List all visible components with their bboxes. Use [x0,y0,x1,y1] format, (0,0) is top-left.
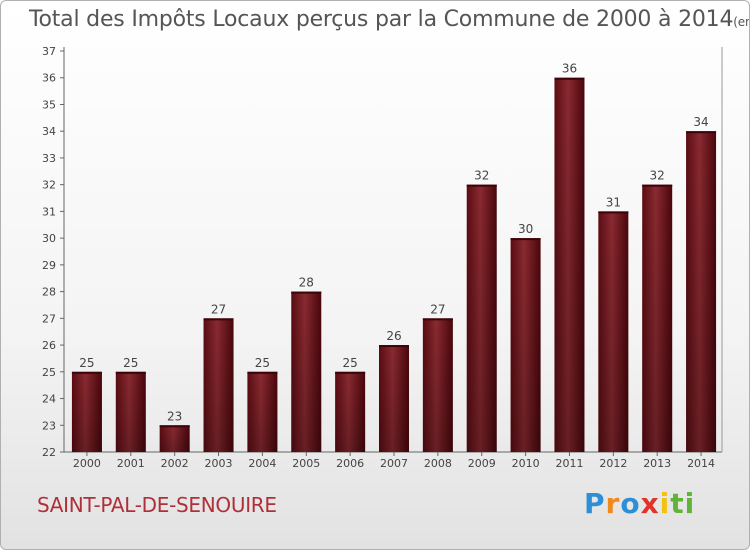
bar-shade [554,77,585,452]
logo-letter: r [605,487,621,520]
bar-shade [335,371,366,452]
bar-top-edge [422,318,453,321]
bar-top-edge [686,131,717,134]
chart-title-text: Total des Impôts Locaux perçus par la Co… [29,7,734,32]
y-tick-label: 31 [42,205,56,218]
x-tick-label: 2004 [248,457,276,470]
bar-top-edge [115,371,146,374]
y-tick-label: 33 [42,152,56,165]
y-tick-label: 32 [42,179,56,192]
bar-shade [379,345,409,452]
logo-letter: P [584,487,606,520]
x-tick-label: 2003 [205,457,233,470]
bar-value-label: 27 [211,302,226,316]
commune-name: SAINT-PAL-DE-SENOUIRE [37,493,277,517]
y-tick-label: 28 [42,286,56,299]
x-tick-label: 2006 [336,457,364,470]
y-tick-label: 22 [42,446,56,459]
bar-top-edge [379,345,409,348]
bar-value-label: 28 [299,276,314,290]
bar-shade [598,211,629,452]
bar-top-edge [642,184,673,187]
bar-shade [422,318,453,452]
bar-value-label: 30 [518,222,533,236]
bar-value-label: 31 [606,195,621,209]
bar-shade [686,131,717,452]
bar-value-label: 25 [255,356,270,370]
x-tick-label: 2005 [292,457,320,470]
bar-value-label: 25 [342,356,357,370]
bar-top-edge [466,184,497,187]
y-tick-label: 27 [42,312,56,325]
x-tick-label: 2002 [161,457,189,470]
bar-shade [71,371,102,452]
bar-value-label: 32 [474,169,489,183]
proxiti-logo: Proxiti [584,487,695,520]
bar-shade [642,184,673,452]
bar-top-edge [598,211,629,214]
x-tick-label: 2013 [643,457,671,470]
y-tick-label: 23 [42,419,56,432]
bar-top-edge [335,371,366,374]
y-tick-label: 36 [42,72,56,85]
chart-unit: (en milliers d'€) [733,15,749,29]
logo-letter: i [684,487,696,520]
chart-title: Total des Impôts Locaux perçus par la Co… [29,7,749,32]
bar-value-label: 26 [386,329,401,343]
chart-bars [71,77,717,452]
chart-labels: 25 2000 25 2001 23 2002 27 2003 25 2004 28 2005 25 20… [73,62,715,470]
bar-value-label: 27 [430,302,445,316]
bar-value-label: 25 [79,356,94,370]
bar-value-label: 23 [167,409,182,423]
bar-shade [466,184,497,452]
y-tick-label: 34 [42,125,56,138]
bar-value-label: 34 [693,115,708,129]
bar-top-edge [554,77,585,80]
bar-top-edge [510,238,541,241]
bar-shade [247,371,278,452]
bar-value-label: 32 [650,169,665,183]
x-tick-label: 2012 [599,457,627,470]
bar-shade [510,238,541,452]
bar-shade [291,291,322,452]
x-tick-label: 2007 [380,457,408,470]
y-tick-label: 25 [42,366,56,379]
y-tick-label: 29 [42,259,56,272]
x-tick-label: 2000 [73,457,101,470]
x-tick-label: 2008 [424,457,452,470]
bar-top-edge [71,371,102,374]
bar-value-label: 25 [123,356,138,370]
bar-top-edge [203,318,234,321]
bar-top-edge [291,291,322,294]
bar-top-edge [247,371,278,374]
y-tick-label: 35 [42,98,56,111]
x-tick-label: 2001 [117,457,145,470]
bar-top-edge [159,425,190,428]
y-tick-label: 37 [42,45,56,58]
y-tick-label: 26 [42,339,56,352]
logo-letter: t [670,487,685,520]
bar-shade [159,425,190,452]
x-tick-label: 2014 [687,457,715,470]
chart-axes: 22 23 24 25 26 27 28 29 30 31 32 33 34 35 36 37 [42,45,723,459]
logo-letter: i [659,487,671,520]
logo-letter: o [620,487,641,520]
y-tick-label: 24 [42,393,56,406]
x-tick-label: 2009 [468,457,496,470]
x-tick-label: 2010 [512,457,540,470]
bar-shade [115,371,146,452]
x-tick-label: 2011 [555,457,583,470]
logo-letter: x [640,487,660,520]
bar-value-label: 36 [562,62,577,76]
y-tick-label: 30 [42,232,56,245]
bar-shade [203,318,234,452]
